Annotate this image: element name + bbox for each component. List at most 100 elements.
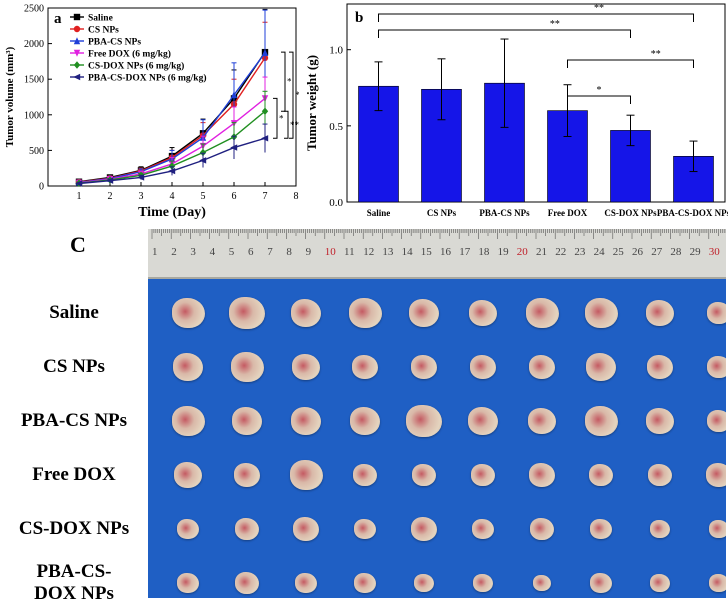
- significance-bracket: [567, 59, 694, 68]
- data-point: [199, 157, 207, 164]
- data-point: [168, 167, 176, 175]
- significance-label: *: [597, 85, 602, 96]
- tumor-weight-chart: 0.0 0.5 1.0 Tumor weight (g) b Saline CS NPs PB…: [304, 3, 728, 218]
- tumor-sample: [588, 464, 614, 486]
- tumor-sample: [171, 406, 205, 436]
- x-tick-label: 1: [77, 191, 82, 202]
- ruler-number: 30: [709, 246, 721, 258]
- legend-label: Free DOX (6 mg/kg): [88, 49, 171, 60]
- significance-label: **: [290, 120, 300, 130]
- x-tick-label: CS-DOX NPs: [604, 208, 657, 218]
- tumor-sample: [584, 406, 618, 436]
- y-tick-label: 1000: [24, 110, 44, 121]
- row-label-line: Free DOX: [32, 464, 116, 485]
- x-tick-label: 4: [170, 191, 175, 202]
- data-point: [73, 13, 81, 21]
- legend-label: PBA-CS-DOX NPs (6 mg/kg): [88, 73, 206, 84]
- x-tick-label: PBA-CS NPs: [479, 208, 530, 218]
- tumor-sample: [411, 464, 437, 486]
- significance-label: **: [594, 3, 604, 14]
- tumor-sample: [584, 298, 618, 328]
- photo-row-label: Free DOX: [0, 464, 148, 486]
- ruler-number: 26: [632, 246, 644, 258]
- tumor-sample: [348, 298, 382, 328]
- y-tick-label: 0: [39, 182, 44, 193]
- ruler-number: 1: [152, 246, 158, 258]
- tumor-sample: [645, 408, 675, 434]
- tumor-sample: [706, 410, 726, 432]
- data-point: [199, 148, 207, 157]
- photo-row-label: CS NPs: [0, 356, 148, 378]
- tumor-sample: [709, 574, 726, 592]
- data-point: [73, 49, 81, 57]
- panel-a-label: a: [54, 11, 62, 27]
- ruler-number: 3: [190, 246, 196, 258]
- ruler-number: 19: [498, 246, 510, 258]
- legend-label: PBA-CS NPs: [88, 38, 141, 48]
- significance-bracket: [281, 51, 286, 112]
- ruler-number: 12: [363, 246, 374, 258]
- ruler-number: 24: [594, 246, 606, 258]
- tumor-sample: [352, 464, 378, 486]
- ruler-number: 2: [171, 246, 177, 258]
- tumor-sample: [234, 518, 260, 540]
- photo-row-label: Saline: [0, 302, 148, 324]
- data-point: [261, 107, 269, 116]
- row-label-line: Saline: [49, 302, 99, 323]
- tumor-sample: [706, 302, 726, 324]
- data-point: [230, 144, 238, 151]
- row-label-line: DOX NPs: [34, 583, 114, 604]
- tumor-sample: [291, 354, 321, 380]
- tumor-sample: [470, 464, 496, 486]
- tumor-sample: [290, 407, 322, 435]
- x-tick-label: CS NPs: [427, 208, 457, 218]
- tumor-sample: [177, 573, 199, 593]
- row-label-line: PBA-CS-: [36, 561, 112, 582]
- panel-c-label: C: [70, 232, 86, 257]
- significance-label: *: [279, 113, 284, 123]
- x-tick-label: Saline: [367, 208, 391, 218]
- tumor-sample: [173, 462, 203, 488]
- tumor-sample: [528, 355, 556, 379]
- ruler-number: 17: [459, 246, 471, 258]
- tumor-sample: [709, 520, 726, 538]
- ruler-number: 6: [248, 246, 254, 258]
- photo-row-label: PBA-CS- DOX NPs: [0, 561, 148, 605]
- ruler-number: 27: [651, 246, 663, 258]
- ruler-number: 20: [517, 246, 529, 258]
- ruler-number: 4: [210, 246, 216, 258]
- significance-label: **: [651, 49, 661, 60]
- significance-bracket: [289, 51, 294, 139]
- tumor-sample: [472, 519, 494, 539]
- tumor-sample: [705, 463, 726, 487]
- tumor-sample: [410, 517, 438, 541]
- tumor-sample: [647, 464, 673, 486]
- row-label-line: CS-DOX NPs: [18, 518, 130, 539]
- tumor-sample: [590, 573, 612, 593]
- ruler-number: 25: [613, 246, 625, 258]
- ruler-number: 14: [402, 246, 414, 258]
- x-tick-label: 8: [294, 191, 299, 202]
- y-tick-label: 1.0: [329, 45, 343, 57]
- tumor-sample: [292, 517, 320, 541]
- ruler-number: 28: [670, 246, 682, 258]
- ruler-number: 23: [574, 246, 586, 258]
- y-axis-label: Tumor volume (mm³): [4, 46, 16, 147]
- tumor-sample: [354, 519, 376, 539]
- tumor-photo: 1 2 3 4 5 6 7 8 9 10 11 12 13 14 15 16 17 18 19 20 21 22 23 24 2…: [148, 229, 726, 598]
- tumor-sample: [289, 460, 323, 490]
- ruler-number: 22: [555, 246, 566, 258]
- tumor-sample: [590, 519, 612, 539]
- tumor-sample: [290, 299, 322, 327]
- tumor-sample: [650, 520, 670, 538]
- data-point: [73, 25, 81, 33]
- tumor-sample: [408, 299, 440, 327]
- photo-row-label: CS-DOX NPs: [0, 518, 148, 540]
- tumor-sample: [469, 355, 497, 379]
- tumor-sample: [351, 355, 379, 379]
- tumor-sample: [650, 574, 670, 592]
- tumor-sample: [171, 298, 205, 328]
- x-tick-label: 5: [201, 191, 206, 202]
- x-tick-label: 7: [263, 191, 268, 202]
- tumor-sample: [706, 356, 726, 378]
